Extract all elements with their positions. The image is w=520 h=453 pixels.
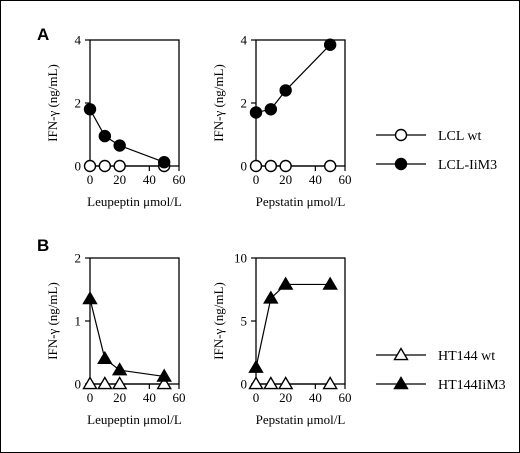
y-tick-label: 1: [75, 314, 82, 329]
data-point-lcl-wt: [98, 159, 112, 173]
data-point-ht144-wt: [322, 376, 338, 390]
y-tick-label: 2: [75, 251, 82, 266]
data-point-lcl-iim3: [264, 103, 278, 116]
chart-panel-a-leupeptin: 0 20 40 60 0 2 4 Leupeptin μmol/L IFN-γ (ng/mL): [45, 33, 186, 210]
data-point-ht144-wt: [97, 376, 113, 390]
data-point-lcl-iim3: [279, 84, 292, 97]
x-tick-label: 20: [279, 172, 292, 187]
data-point-ht144iim3: [248, 359, 264, 373]
data-point-lcl-wt: [264, 159, 278, 173]
series-line-ht144iim3: [255, 283, 331, 368]
x-tick-label: 20: [113, 390, 126, 405]
y-axis-label: IFN-γ (ng/mL): [45, 64, 60, 142]
y-tick-label: 0: [241, 377, 248, 392]
y-axis-label: IFN-γ (ng/mL): [211, 282, 226, 360]
data-point-lcl-iim3: [249, 106, 263, 119]
data-point-ht144iim3: [111, 362, 128, 376]
data-point-ht144iim3: [156, 368, 172, 382]
x-tick-label: 20: [279, 390, 292, 405]
data-point-lcl-wt: [323, 159, 337, 173]
legend-marker-ht144iim3: [393, 376, 409, 390]
x-tick-label: 40: [309, 172, 322, 187]
x-tick-label: 40: [143, 390, 156, 405]
legend-label-ht144-wt: HT144 wt: [438, 349, 495, 364]
y-tick-label: 2: [75, 96, 82, 111]
data-point-lcl-iim3: [157, 156, 171, 169]
x-tick-label: 60: [173, 172, 186, 187]
data-point-ht144-wt: [248, 376, 264, 390]
data-point-lcl-wt: [83, 159, 97, 173]
panel-label-b: B: [37, 236, 49, 255]
plot-frame: [89, 257, 180, 385]
plot-frame: [255, 39, 346, 167]
data-point-lcl-iim3: [113, 139, 126, 152]
x-axis-label: Leupeptin μmol/L: [87, 194, 182, 209]
panel-label-a: A: [37, 25, 49, 44]
legend-label-ht144iim3: HT144IiM3: [438, 378, 506, 393]
legend-marker-lcl-wt: [394, 128, 408, 142]
y-tick-label: 2: [241, 96, 248, 111]
plot-frame: [255, 257, 346, 385]
data-point-ht144iim3: [263, 290, 279, 304]
data-point-lcl-wt: [249, 159, 263, 173]
x-tick-label: 40: [143, 172, 156, 187]
data-point-ht144-wt: [82, 376, 98, 390]
legend-marker-ht144-wt: [393, 347, 409, 361]
y-tick-label: 10: [234, 251, 247, 266]
legend-marker-lcl-iim3: [394, 157, 408, 171]
chart-panel-b-pepstatin: 0 20 40 60 0 5 10 Pepstatin μmol/L IFN-γ (ng/mL): [211, 251, 352, 428]
x-tick-label: 60: [173, 390, 186, 405]
data-point-lcl-iim3: [83, 103, 97, 116]
chart-panel-a-pepstatin: 0 20 40 60 0 2 4 Pepstatin μmol/L IFN-γ (ng/mL): [211, 33, 352, 210]
y-tick-label: 0: [75, 377, 82, 392]
legend-panel-b: HT144 wt HT144IiM3: [376, 347, 506, 393]
legend-label-lcl-wt: LCL wt: [438, 129, 482, 144]
data-point-ht144iim3: [97, 350, 113, 365]
series-line-lcl-iim3: [89, 109, 165, 163]
x-tick-label: 60: [339, 172, 352, 187]
y-tick-label: 0: [241, 159, 248, 174]
data-point-lcl-iim3: [323, 38, 337, 51]
y-tick-label: 5: [241, 314, 248, 329]
plot-frame: [89, 39, 180, 167]
x-axis-label: Leupeptin μmol/L: [87, 412, 182, 427]
y-tick-label: 0: [75, 159, 82, 174]
data-point-ht144-wt: [111, 376, 128, 390]
series-line-lcl-iim3: [255, 44, 331, 114]
x-axis-label: Pepstatin μmol/L: [256, 194, 346, 209]
data-point-ht144iim3: [277, 276, 294, 290]
legend-label-lcl-iim3: LCL-IiM3: [438, 158, 497, 173]
data-point-lcl-wt: [279, 159, 292, 173]
x-tick-label: 0: [253, 172, 260, 187]
data-point-lcl-wt: [113, 159, 126, 173]
data-point-ht144iim3: [82, 291, 98, 305]
y-axis-label: IFN-γ (ng/mL): [211, 64, 226, 142]
data-point-lcl-iim3: [98, 129, 112, 143]
y-tick-label: 4: [241, 33, 248, 48]
data-point-ht144-wt: [156, 376, 172, 390]
y-tick-label: 4: [75, 33, 82, 48]
x-tick-label: 40: [309, 390, 322, 405]
x-axis-label: Pepstatin μmol/L: [256, 412, 346, 427]
data-point-ht144iim3: [322, 276, 338, 290]
x-tick-label: 60: [339, 390, 352, 405]
x-tick-label: 0: [253, 390, 260, 405]
data-point-ht144-wt: [263, 376, 279, 390]
legend-panel-a: LCL wt LCL-IiM3: [376, 128, 497, 173]
chart-panel-b-leupeptin: 0 20 40 60 0 1 2 Leupeptin μmol/L IFN-γ (ng/mL): [45, 251, 186, 428]
data-point-ht144-wt: [277, 376, 294, 390]
x-tick-label: 20: [113, 172, 126, 187]
y-axis-label: IFN-γ (ng/mL): [45, 282, 60, 360]
x-tick-label: 0: [87, 390, 94, 405]
series-line-ht144iim3: [89, 298, 165, 378]
x-tick-label: 0: [87, 172, 94, 187]
